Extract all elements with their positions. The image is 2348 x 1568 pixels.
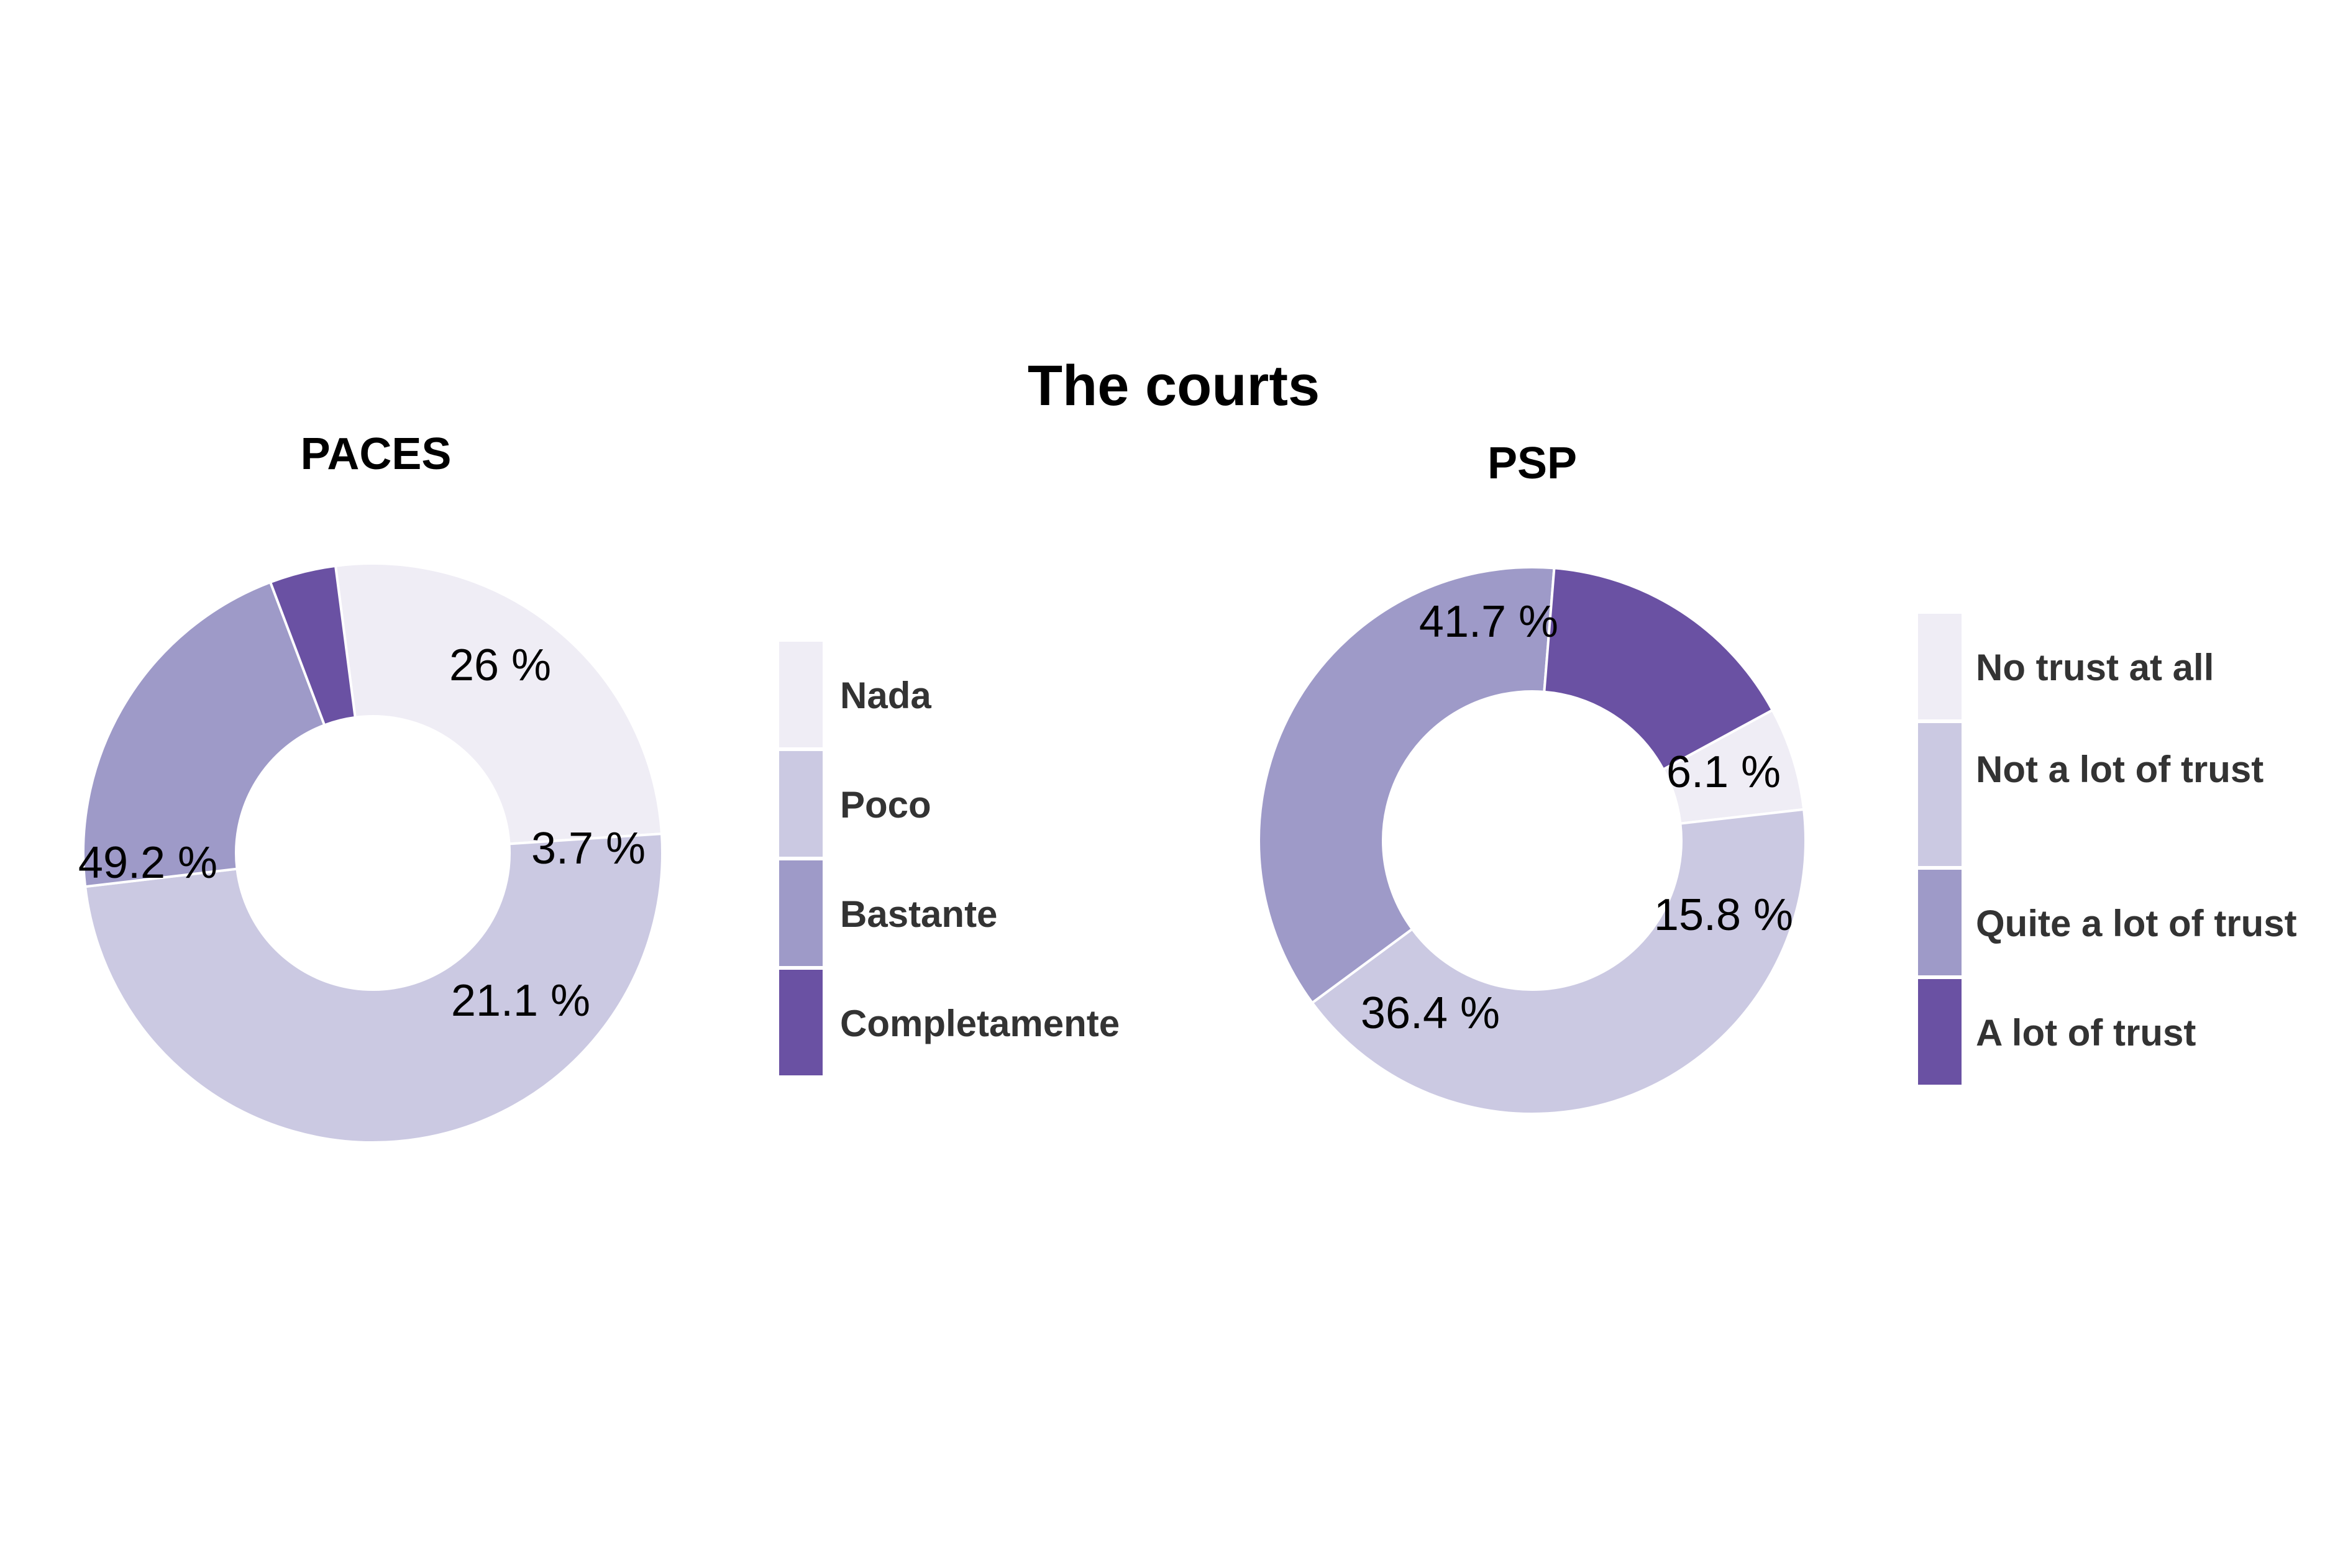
legend-paces: Nada Poco Bastante Completamente [779, 642, 1120, 1075]
legend-label-not-a-lot-of-trust: Not a lot of trust [1976, 749, 2263, 790]
legend-label-poco: Poco [840, 784, 931, 826]
legend-label-no-trust-at-all: No trust at all [1976, 647, 2214, 688]
legend-label-a-lot-of-trust: A lot of trust [1976, 1012, 2196, 1054]
slice-a-lot-of-trust [1543, 567, 1775, 772]
slice-not-a-lot-of-trust [1310, 808, 1807, 1115]
data-label-bastante: 21.1 % [451, 976, 590, 1026]
main-title: The courts [1028, 354, 1320, 417]
data-label-no-trust-at-all: 6.1 % [1666, 747, 1781, 797]
legend-psp: No trust at all Not a lot of trust Quite a… [1918, 614, 2297, 1085]
legend-label-bastante: Bastante [840, 893, 997, 935]
chart-title-paces: PACES [301, 429, 452, 479]
legend-label-completamente: Completamente [840, 1003, 1120, 1044]
legend-swatch-a-lot-of-trust [1918, 979, 1962, 1085]
legend-swatch-nada [779, 642, 823, 747]
legend-swatch-no-trust-at-all [1918, 614, 1962, 719]
slice-quite-a-lot-of-trust [1258, 566, 1556, 1005]
data-label-completamente: 3.7 % [531, 824, 646, 873]
slice-bastante [82, 580, 326, 888]
data-label-quite-a-lot-of-trust: 36.4 % [1361, 988, 1500, 1038]
legend-label-quite-a-lot-of-trust: Quite a lot of trust [1976, 903, 2297, 944]
slice-nada [334, 562, 664, 846]
donut-chart-paces: PACES 26 % 49.2 % 21.1 % 3.7 % Nada Poco Bastan… [78, 429, 1120, 1144]
legend-swatch-bastante [779, 860, 823, 966]
legend-label-nada: Nada [840, 675, 931, 716]
data-label-not-a-lot-of-trust: 41.7 % [1419, 597, 1558, 647]
legend-swatch-poco [779, 751, 823, 857]
data-label-poco: 49.2 % [78, 838, 217, 888]
slice-poco [83, 832, 664, 1144]
legend-swatch-completamente [779, 970, 823, 1075]
data-label-a-lot-of-trust: 15.8 % [1654, 890, 1793, 940]
data-label-nada: 26 % [449, 640, 551, 690]
slice-completamente [268, 564, 357, 727]
legend-swatch-not-a-lot-of-trust [1918, 723, 1962, 866]
legend-swatch-quite-a-lot-of-trust [1918, 870, 1962, 975]
donut-chart-psp: PSP 6.1 % 41.7 % 36.4 % 15.8 % No trust at al… [1258, 439, 2297, 1115]
chart-title-psp: PSP [1487, 439, 1577, 488]
